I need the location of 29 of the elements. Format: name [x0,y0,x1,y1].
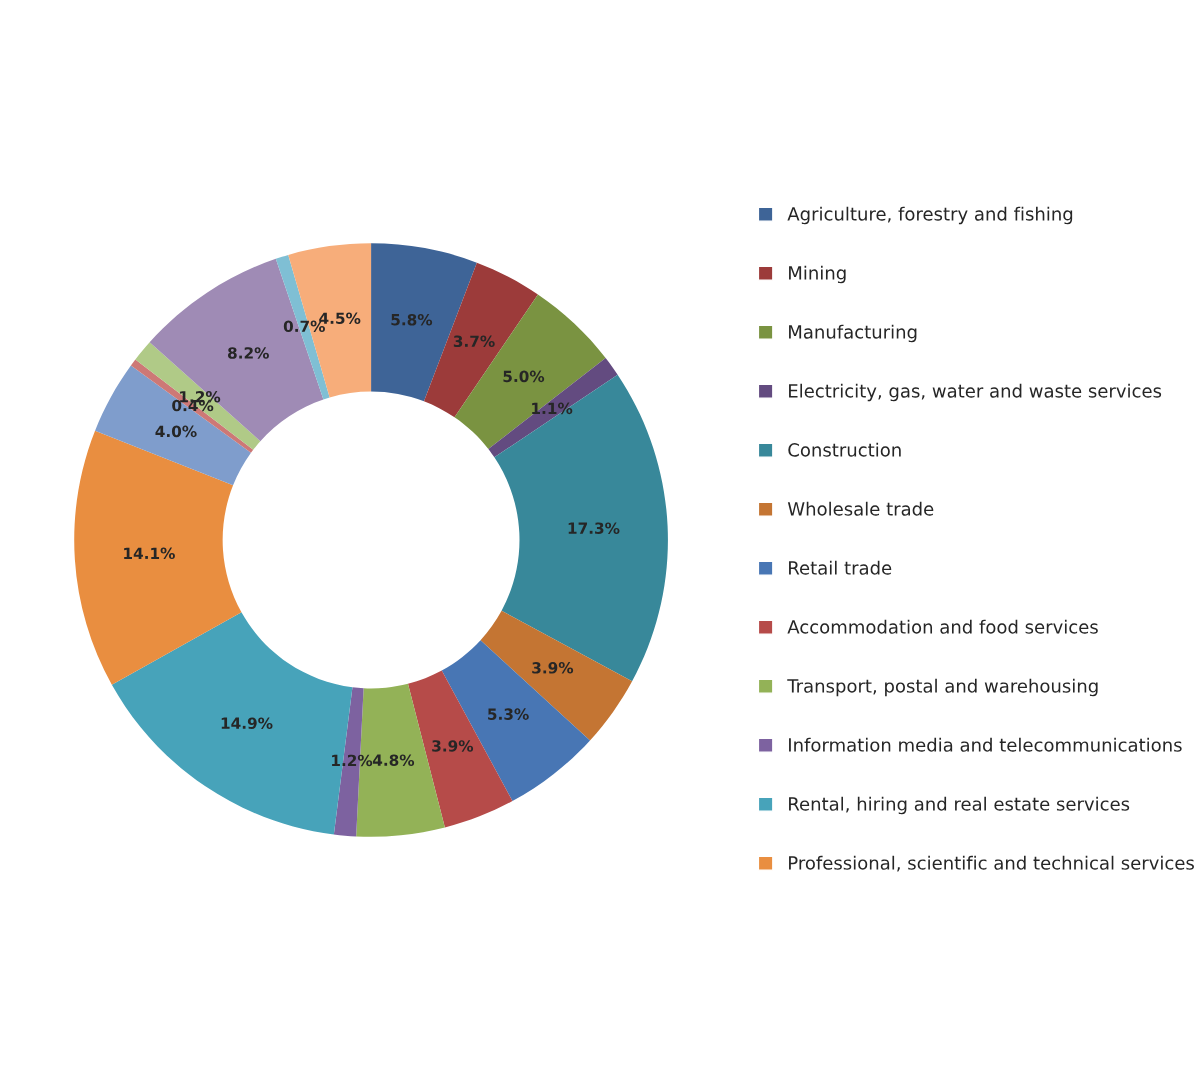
legend-label: Professional, scientific and technical services [789,855,1194,872]
donut-slice [95,365,251,486]
legend-label: Electricity, gas, water and waste services [789,383,1162,402]
legend-label: Manufacturing [789,324,917,343]
data-label: 3.7% [453,335,495,348]
data-label: 3.9% [432,740,474,752]
data-label: 4.8% [372,754,415,766]
legend-label: Wholesale trade [787,501,934,516]
legend-label: Transport, postal and warehousing [787,678,1098,697]
data-label: 5.8% [391,313,433,326]
data-label: 5.3% [488,708,529,720]
donut-slice [488,358,618,458]
legend-label: Information media and telecommunications [789,737,1182,752]
legend-label: Construction [788,442,901,457]
donut-slice [454,294,606,450]
legend-label: Agriculture, forestry and fishing [787,206,1073,225]
donut-slice [480,610,633,741]
data-label: 17.3% [568,522,620,534]
data-label: 8.2% [228,347,269,359]
data-label: 14.9% [221,717,273,729]
legend-label: Accommodation and food services [787,619,1098,634]
donut-slice [130,359,254,453]
data-label: 4.0% [155,425,197,438]
legend-label: Rental, hiring and real estate services [789,796,1130,815]
data-label: 14.1% [124,547,175,560]
data-label: 3.9% [532,662,574,674]
legend-label: Retail trade [789,560,892,575]
data-label: 5.0% [503,370,545,383]
legend-label: Mining [789,265,846,284]
